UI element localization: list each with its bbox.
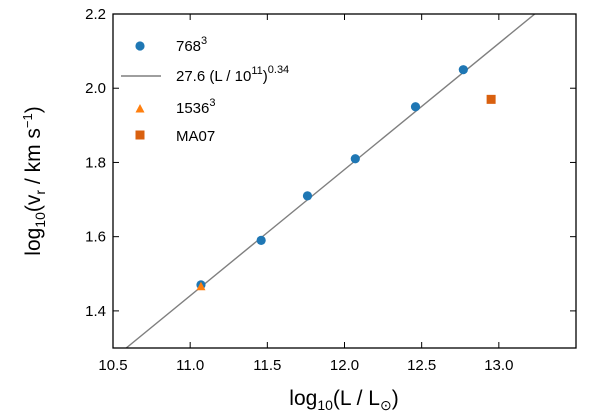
- legend-marker-circle: [135, 41, 145, 51]
- data-points-layer: [196, 65, 496, 291]
- y-axis-ticks: 1.4 1.6 1.8 2.0 2.2: [85, 6, 576, 320]
- x-axis-title: log10(L / L⊙): [289, 387, 398, 413]
- data-point-ma07: [486, 94, 496, 104]
- legend-marker-square: [135, 130, 145, 140]
- data-point-768: [350, 154, 360, 164]
- legend-marker-triangle: [135, 104, 145, 113]
- y-tick-label: 1.4: [85, 303, 106, 320]
- data-point-768: [302, 191, 313, 201]
- fit-line: [125, 14, 536, 348]
- y-tick-label: 2.0: [85, 80, 106, 97]
- y-axis-title: log10(vr / km s−1): [20, 106, 48, 255]
- x-tick-label: 12.5: [407, 357, 436, 374]
- x-tick-label: 13.0: [484, 357, 513, 374]
- fit-line-layer: [125, 14, 536, 348]
- legend-entry-768: 7683: [135, 35, 207, 55]
- x-tick-label: 11.5: [253, 357, 281, 374]
- y-tick-label: 1.8: [85, 154, 106, 171]
- data-point-768: [256, 235, 266, 245]
- legend-entry-ma07: MA07: [135, 128, 215, 145]
- x-axis-ticks: 10.5 11.0 11.5 12.0 12.5 13.0: [98, 14, 513, 374]
- y-tick-label: 1.6: [85, 229, 106, 246]
- data-point-768: [458, 65, 468, 75]
- data-point-768: [410, 102, 421, 112]
- legend-label-768: 7683: [176, 35, 207, 55]
- legend: 7683 27.6 (L / 1011)0.34 15363 MA07: [121, 35, 289, 145]
- x-tick-label: 11.0: [176, 357, 204, 374]
- data-point-1536: [196, 281, 206, 291]
- legend-label-fit: 27.6 (L / 1011)0.34: [176, 64, 289, 85]
- plot-frame: [112, 13, 577, 349]
- legend-entry-fit: 27.6 (L / 1011)0.34: [121, 64, 289, 85]
- legend-label-1536: 15363: [176, 97, 216, 117]
- x-tick-label: 10.5: [98, 357, 127, 374]
- y-tick-label: 2.2: [85, 6, 106, 23]
- legend-label-ma07: MA07: [176, 128, 215, 145]
- legend-entry-1536: 15363: [135, 97, 216, 117]
- x-tick-label: 12.0: [330, 357, 359, 374]
